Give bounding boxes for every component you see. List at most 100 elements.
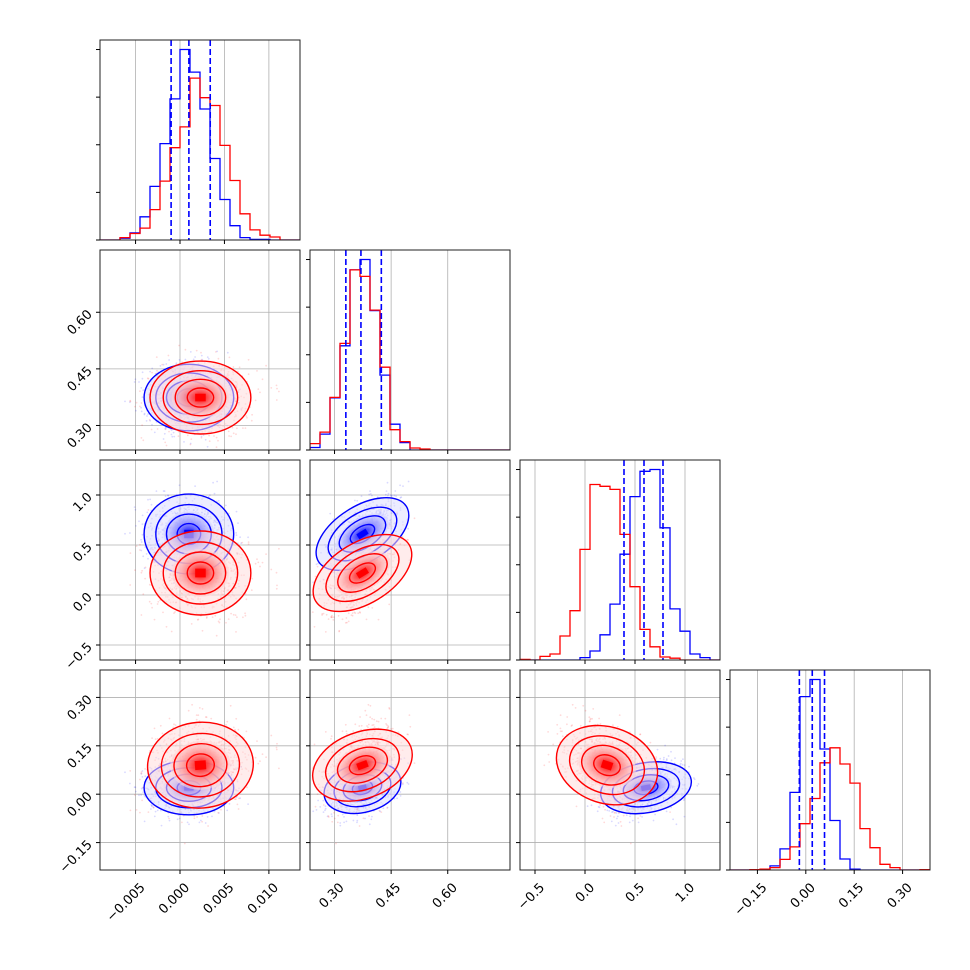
sample-point: [254, 562, 257, 565]
sample-point: [388, 603, 391, 606]
contour-red: [312, 533, 413, 613]
sample-point: [150, 503, 153, 506]
sample-point: [162, 490, 165, 492]
sample-point: [145, 553, 148, 555]
sample-point: [236, 616, 238, 619]
histogram-red: [100, 77, 300, 240]
sample-point: [143, 413, 146, 416]
sample-point: [413, 517, 416, 520]
sample-point: [368, 493, 371, 496]
sample-point: [184, 358, 187, 361]
sample-point: [189, 442, 192, 445]
sample-point: [270, 387, 273, 389]
sample-point: [208, 434, 211, 437]
sample-point: [215, 634, 218, 637]
sample-point: [156, 603, 159, 605]
sample-point: [186, 434, 189, 437]
sample-point: [384, 493, 387, 496]
sample-point: [156, 369, 158, 372]
axes-frame: [309, 249, 511, 451]
sample-point: [390, 494, 392, 497]
sample-point: [173, 435, 176, 438]
sample-point: [146, 415, 148, 417]
sample-point: [163, 490, 166, 492]
sample-point: [276, 387, 278, 390]
plot-area: [310, 250, 510, 450]
sample-point: [216, 480, 219, 483]
sample-point: [175, 362, 178, 365]
sample-point: [346, 621, 348, 624]
sample-point: [344, 621, 347, 624]
sample-point: [140, 538, 143, 541]
sample-point: [151, 367, 154, 370]
sample-point: [205, 617, 208, 619]
density-peak-red: [195, 568, 206, 578]
sample-point: [321, 614, 323, 616]
sample-point: [194, 485, 197, 487]
sample-point: [311, 611, 314, 613]
axes-frame: [99, 459, 301, 661]
sample-point: [164, 427, 167, 430]
sample-point: [399, 496, 402, 499]
sample-point: [395, 495, 397, 497]
grid: [534, 460, 686, 660]
density-peak-red: [355, 567, 370, 579]
sample-point: [215, 436, 218, 439]
sample-point: [140, 541, 143, 543]
sample-point: [156, 428, 159, 430]
sample-point: [195, 349, 198, 352]
plot-area: [124, 480, 280, 637]
sample-point: [305, 635, 307, 637]
sample-point: [124, 400, 126, 403]
sample-point: [242, 616, 244, 619]
sample-point: [141, 424, 144, 427]
sample-point: [224, 504, 227, 507]
sample-point: [235, 631, 237, 633]
sample-point: [129, 584, 132, 586]
sample-point: [153, 618, 156, 621]
sample-point: [149, 498, 152, 501]
sample-point: [140, 571, 143, 574]
axes-frame: [99, 249, 301, 451]
sample-point: [329, 512, 332, 515]
sample-point: [140, 410, 143, 413]
sample-point: [331, 614, 333, 617]
y-tick-label: 0.30: [65, 421, 96, 452]
sample-point: [332, 518, 335, 521]
histogram-red: [310, 269, 510, 450]
sample-point: [261, 378, 264, 381]
contour-red: [174, 551, 227, 595]
sample-point: [251, 413, 254, 416]
sample-point: [170, 630, 173, 633]
sample-point: [129, 399, 132, 402]
sample-point: [245, 415, 248, 417]
sample-point: [331, 616, 333, 619]
sample-point: [162, 611, 164, 614]
sample-point: [223, 456, 225, 458]
sample-point: [337, 614, 340, 617]
sample-point: [200, 351, 202, 354]
sample-point: [150, 428, 153, 431]
sample-point: [144, 566, 147, 569]
sample-point: [257, 561, 260, 564]
sample-point: [385, 490, 388, 492]
sample-point: [407, 480, 410, 483]
sample-point: [350, 614, 353, 616]
sample-point: [237, 522, 239, 524]
sample-point: [167, 494, 169, 497]
plot-area: [124, 344, 280, 458]
sample-point: [147, 413, 149, 415]
sample-point: [338, 630, 340, 633]
sample-point: [172, 431, 175, 434]
sample-point: [207, 357, 210, 360]
sample-point: [217, 499, 220, 502]
sample-point: [135, 409, 137, 412]
sample-point: [400, 496, 403, 498]
sample-point: [178, 344, 181, 347]
sample-point: [129, 532, 131, 534]
sample-point: [217, 620, 220, 623]
sample-point: [167, 354, 170, 357]
sample-point: [365, 618, 368, 621]
sample-point: [218, 621, 221, 624]
sample-point: [142, 439, 145, 442]
